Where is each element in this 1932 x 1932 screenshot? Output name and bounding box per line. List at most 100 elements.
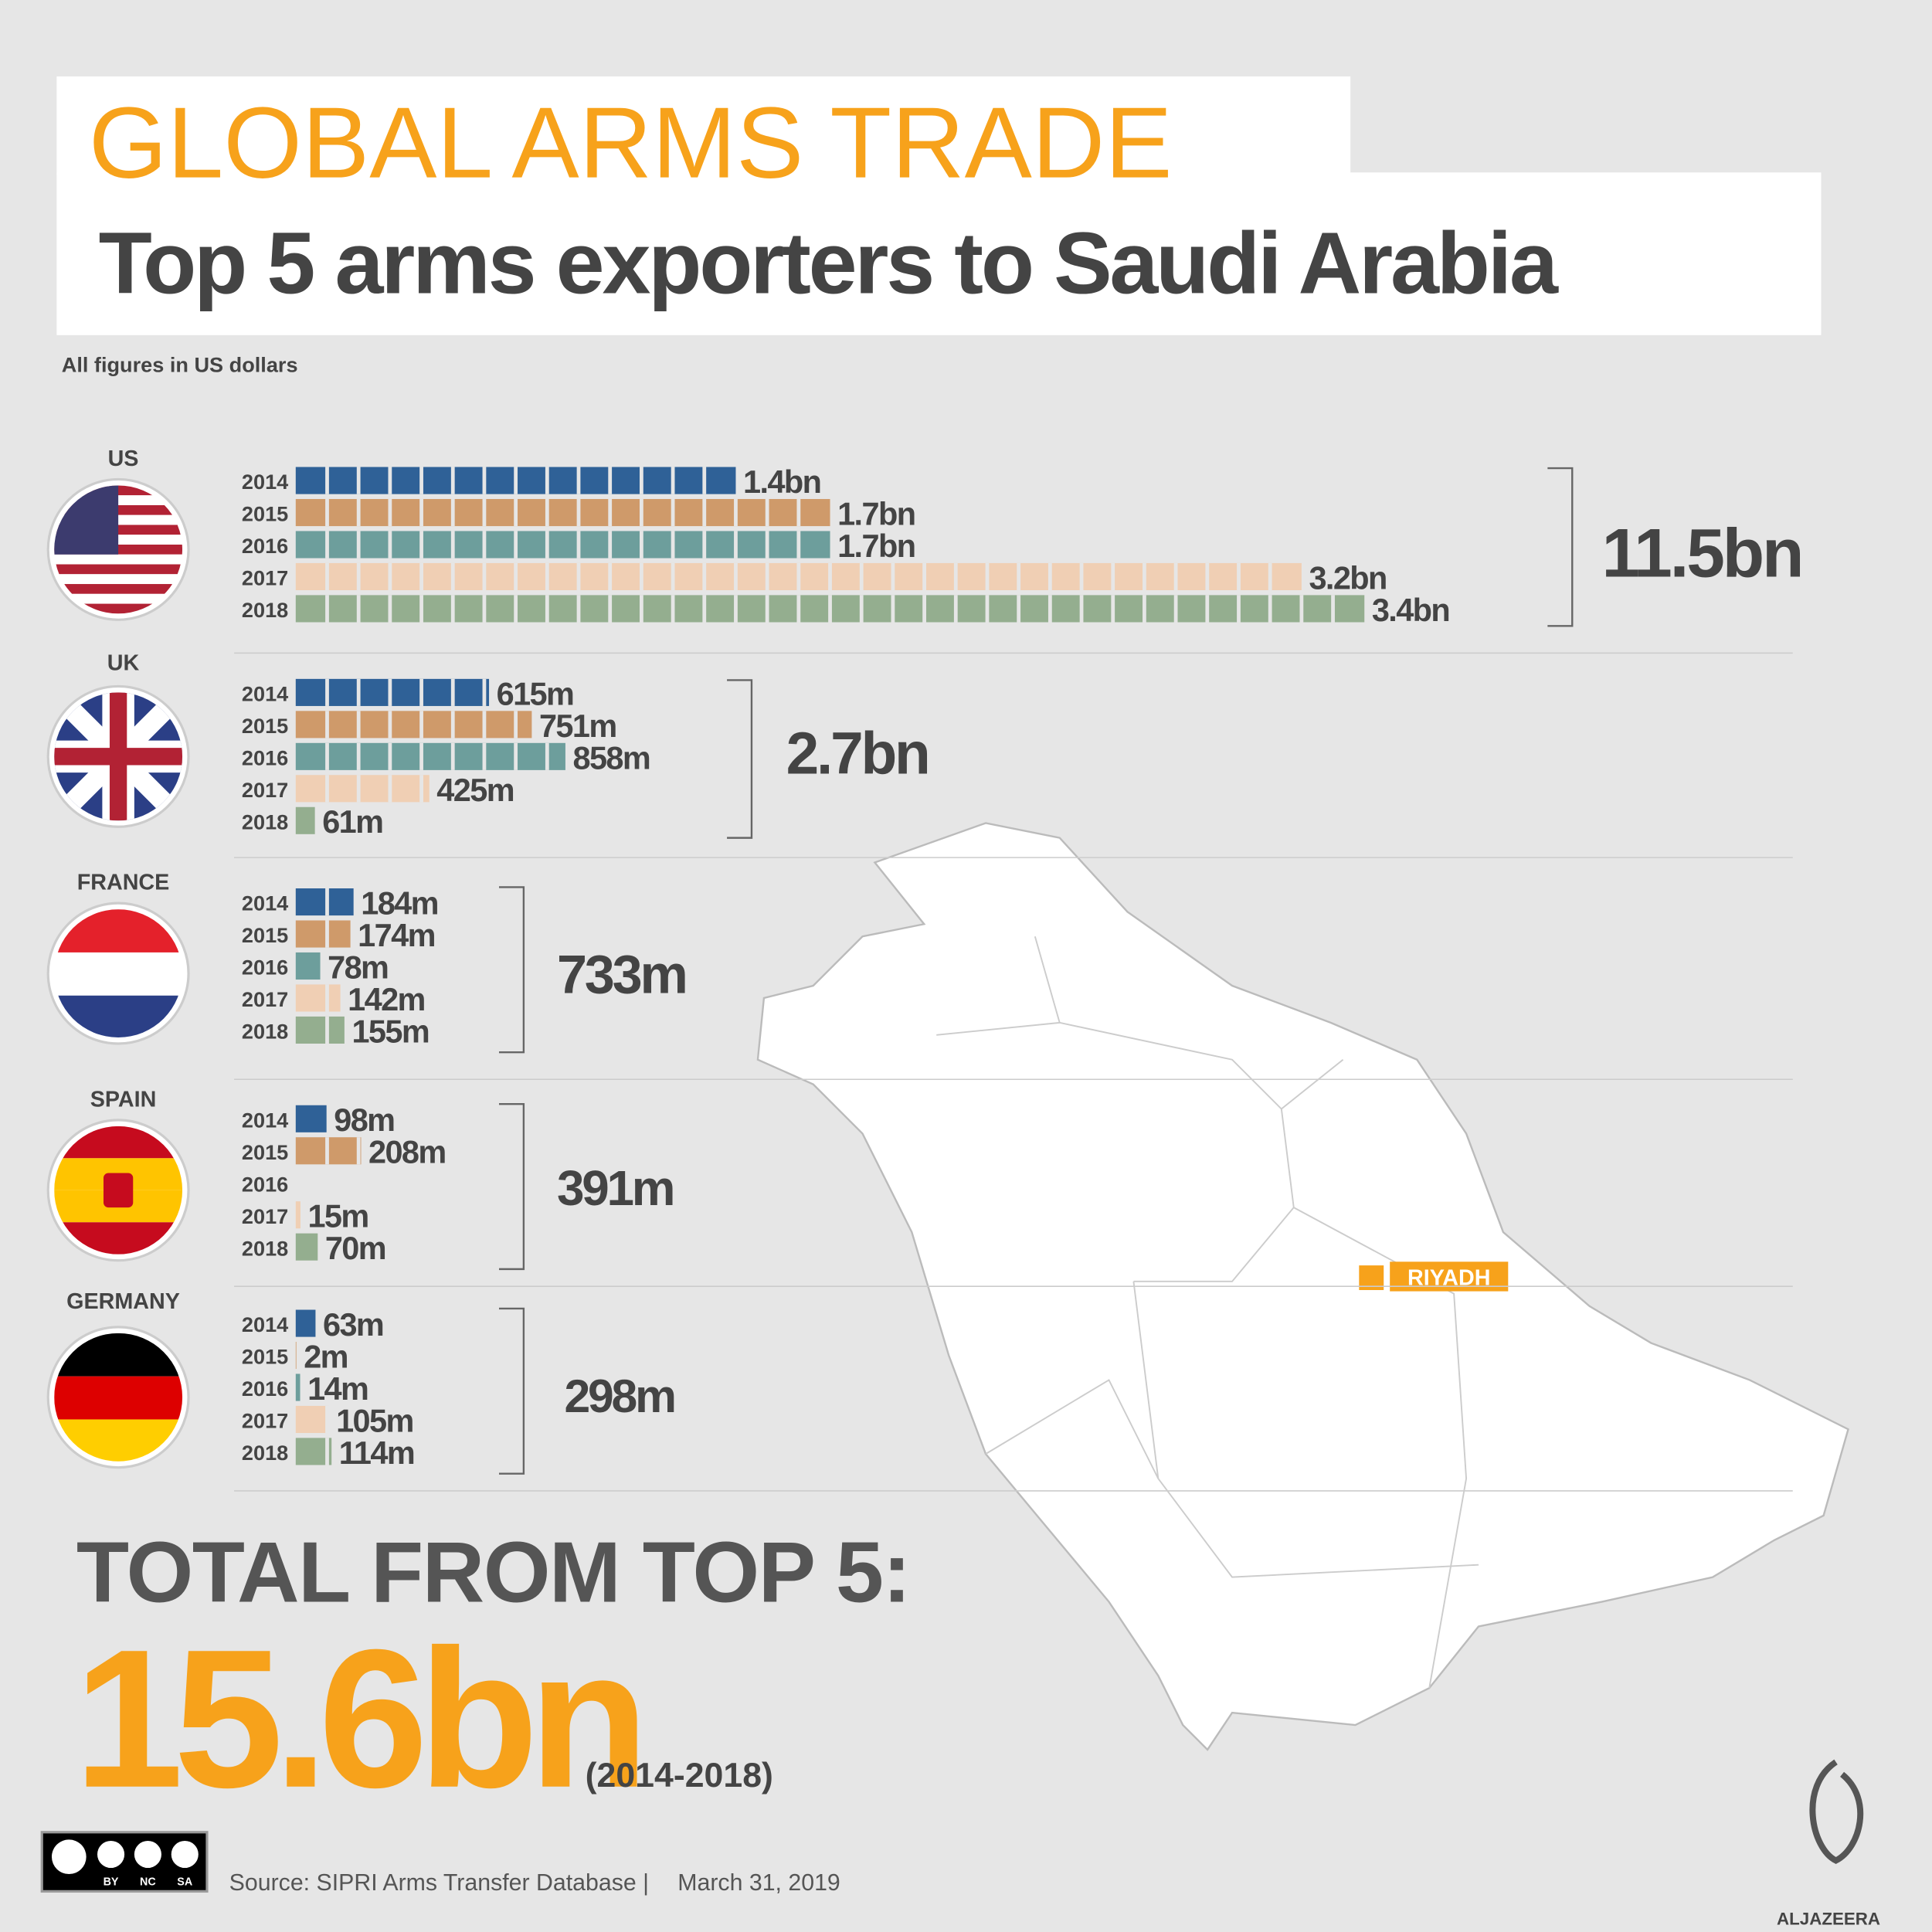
bracket bbox=[1547, 467, 1574, 627]
flag-stripe bbox=[54, 593, 183, 604]
bar bbox=[295, 678, 490, 706]
license-term: SA bbox=[177, 1876, 192, 1888]
country-label: US bbox=[108, 446, 139, 471]
grand-total: 15.6bn bbox=[74, 1609, 640, 1829]
year-label: 2018 bbox=[242, 810, 288, 834]
value-label: 61m bbox=[322, 803, 382, 840]
bar bbox=[295, 806, 315, 834]
bracket bbox=[498, 1307, 525, 1475]
country-label: FRANCE bbox=[77, 871, 170, 895]
country-label: GERMANY bbox=[66, 1289, 180, 1314]
value-label: 3.4bn bbox=[1372, 592, 1449, 628]
bar bbox=[295, 1309, 316, 1337]
value-label: 1.4bn bbox=[743, 463, 820, 500]
year-label: 2016 bbox=[242, 1377, 288, 1401]
bracket bbox=[727, 679, 753, 839]
value-label: 184m bbox=[361, 885, 438, 922]
country-total: 2.7bn bbox=[786, 722, 929, 787]
flag-cross bbox=[54, 692, 183, 821]
year-label: 2015 bbox=[242, 502, 288, 526]
value-label: 208m bbox=[368, 1134, 446, 1170]
value-label: 114m bbox=[339, 1435, 414, 1471]
bar bbox=[295, 1405, 329, 1434]
year-label: 2018 bbox=[242, 1020, 288, 1044]
flag-stripe bbox=[54, 564, 183, 575]
bar bbox=[295, 920, 351, 948]
value-label: 1.7bn bbox=[837, 528, 915, 564]
license-term: BY bbox=[104, 1876, 119, 1888]
bar bbox=[295, 952, 321, 980]
license-icon bbox=[97, 1840, 125, 1869]
year-label: 2017 bbox=[242, 778, 288, 802]
value-label: 70m bbox=[325, 1230, 385, 1266]
year-label: 2014 bbox=[242, 1312, 288, 1336]
year-label: 2014 bbox=[242, 891, 288, 915]
value-label: 615m bbox=[497, 675, 574, 711]
license: BY NC SA bbox=[40, 1831, 209, 1893]
bar bbox=[295, 1233, 318, 1261]
bar bbox=[295, 984, 341, 1012]
bar bbox=[295, 711, 532, 739]
year-label: 2017 bbox=[242, 987, 288, 1011]
value-label: 142m bbox=[348, 981, 425, 1017]
flag-stripe bbox=[54, 1376, 183, 1420]
flag-stripe bbox=[54, 554, 183, 565]
license-icon bbox=[134, 1840, 161, 1869]
year-label: 2017 bbox=[242, 566, 288, 590]
year-label: 2016 bbox=[242, 956, 288, 980]
year-label: 2016 bbox=[242, 534, 288, 558]
flag-stripe bbox=[54, 574, 183, 585]
year-label: 2017 bbox=[242, 1204, 288, 1228]
year-label: 2015 bbox=[242, 1345, 288, 1369]
bracket bbox=[498, 1102, 525, 1271]
flag-stripe bbox=[54, 584, 183, 594]
year-label: 2017 bbox=[242, 1409, 288, 1433]
note: All figures in US dollars bbox=[62, 353, 298, 377]
value-label: 155m bbox=[351, 1013, 429, 1049]
bar bbox=[295, 1016, 345, 1044]
total-heading: TOTAL FROM TOP 5: bbox=[76, 1524, 910, 1621]
country-label: UK bbox=[107, 651, 140, 676]
license-term: NC bbox=[140, 1876, 156, 1888]
value-label: 425m bbox=[436, 772, 514, 808]
year-label: 2016 bbox=[242, 746, 288, 770]
bar bbox=[295, 1341, 297, 1370]
brand-logo bbox=[1809, 1759, 1864, 1864]
value-label: 174m bbox=[358, 917, 435, 953]
date: March 31, 2019 bbox=[677, 1870, 840, 1896]
title-box bbox=[56, 76, 1351, 175]
bar bbox=[295, 775, 430, 803]
year-label: 2015 bbox=[242, 1140, 288, 1164]
brand: ALJAZEERA bbox=[1777, 1909, 1880, 1928]
year-label: 2018 bbox=[242, 1441, 288, 1465]
country-label: SPAIN bbox=[90, 1087, 157, 1112]
license-icon bbox=[171, 1840, 199, 1869]
country-total: 391m bbox=[557, 1160, 673, 1216]
value-label: 98m bbox=[334, 1102, 394, 1138]
value-label: 63m bbox=[323, 1306, 383, 1343]
bar bbox=[295, 1373, 300, 1401]
value-label: 15m bbox=[307, 1198, 368, 1234]
bar bbox=[295, 888, 354, 916]
flag-stripe bbox=[54, 952, 183, 996]
year-label: 2018 bbox=[242, 1236, 288, 1260]
value-label: 1.7bn bbox=[837, 495, 915, 531]
map-borders bbox=[936, 935, 1479, 1689]
bar bbox=[295, 531, 830, 559]
subtitle-box bbox=[56, 172, 1822, 335]
year-label: 2014 bbox=[242, 1108, 288, 1132]
value-label: 14m bbox=[307, 1370, 368, 1407]
country-total: 11.5bn bbox=[1602, 514, 1802, 591]
year-label: 2018 bbox=[242, 598, 288, 622]
subtitle: Top 5 arms exporters to Saudi Arabia bbox=[99, 214, 1559, 312]
bar bbox=[295, 1105, 327, 1132]
bar bbox=[295, 1201, 300, 1229]
title: GLOBAL ARMS TRADE bbox=[89, 87, 1173, 199]
value-label: 2m bbox=[304, 1338, 348, 1374]
value-label: 3.2bn bbox=[1309, 559, 1386, 596]
year-label: 2016 bbox=[242, 1172, 288, 1196]
year-label: 2014 bbox=[242, 682, 288, 706]
year-label: 2014 bbox=[242, 470, 288, 494]
year-label: 2015 bbox=[242, 714, 288, 738]
